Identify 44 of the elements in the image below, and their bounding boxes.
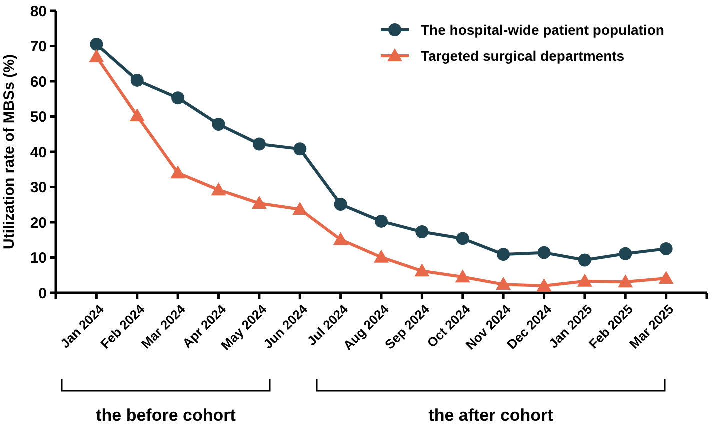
y-tick-label: 60 <box>30 74 47 91</box>
point <box>170 166 186 179</box>
point <box>130 74 144 87</box>
point <box>375 214 388 228</box>
point <box>294 142 307 156</box>
point <box>416 226 429 239</box>
y-axis-title: Utilization rate of MBSs (%) <box>1 54 18 250</box>
point <box>89 49 104 62</box>
point <box>252 138 266 151</box>
point <box>414 264 430 277</box>
legend-label: Targeted surgical departments <box>421 48 625 64</box>
text: the before cohort <box>96 406 236 425</box>
point <box>334 198 348 212</box>
y-tick-label: 20 <box>30 214 47 232</box>
point <box>292 202 308 215</box>
point <box>90 38 104 51</box>
point <box>497 248 510 262</box>
y-tick-label: 50 <box>30 109 47 126</box>
point <box>618 274 634 288</box>
y-tick-label: 30 <box>30 180 47 196</box>
point <box>374 250 389 263</box>
y-tick-label: 80 <box>30 3 47 20</box>
point <box>212 118 226 132</box>
y-tick-label: 40 <box>30 144 47 162</box>
point <box>577 274 592 287</box>
point <box>578 254 592 267</box>
point <box>536 278 552 292</box>
point <box>538 246 551 260</box>
point <box>252 196 267 209</box>
y-tick-label: 10 <box>30 250 47 267</box>
point <box>211 182 226 196</box>
y-tick-label: 70 <box>30 38 47 56</box>
text: the after cohort <box>428 406 554 425</box>
point <box>660 242 673 256</box>
point <box>130 108 145 122</box>
point <box>455 270 470 283</box>
point <box>658 271 674 284</box>
y-tick-label: 0 <box>38 285 47 302</box>
point <box>172 92 185 105</box>
point <box>333 232 348 246</box>
point <box>456 232 470 246</box>
legend-label: The hospital-wide patient population <box>421 22 664 38</box>
point <box>496 277 512 290</box>
point <box>619 247 632 260</box>
